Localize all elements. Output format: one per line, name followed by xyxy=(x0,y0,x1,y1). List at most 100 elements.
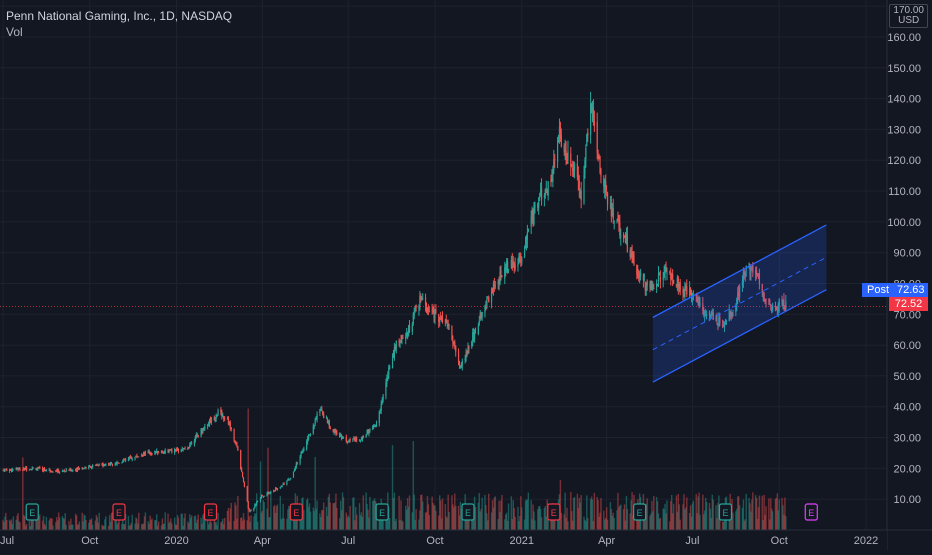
candle-body xyxy=(163,452,165,454)
candle-body xyxy=(777,304,779,312)
candle-body xyxy=(217,410,219,416)
candle-body xyxy=(255,504,257,506)
time-tick-label: Oct xyxy=(426,535,443,547)
candle-body xyxy=(208,419,211,425)
earnings-marker[interactable]: E xyxy=(289,503,303,521)
volume-bar xyxy=(202,514,204,530)
volume-bar xyxy=(676,511,679,530)
volume-bar xyxy=(38,516,40,530)
volume-bar xyxy=(347,515,349,530)
volume-bar xyxy=(286,518,288,530)
volume-bar xyxy=(335,493,337,530)
volume-bar xyxy=(316,500,318,530)
volume-bar xyxy=(293,520,296,530)
price-tick-label: 70.00 xyxy=(893,309,921,321)
volume-bar xyxy=(242,513,245,530)
volume-bar xyxy=(116,524,118,530)
candle-body xyxy=(684,286,686,297)
candle-body xyxy=(433,310,435,318)
volume-bar xyxy=(715,505,717,530)
volume-bar xyxy=(709,508,712,530)
volume-bar xyxy=(235,505,237,530)
earnings-marker-box xyxy=(547,503,561,521)
price-tick-label: 20.00 xyxy=(893,463,921,475)
volume-bar xyxy=(326,516,329,530)
candle-body xyxy=(292,471,295,478)
earnings-marker[interactable]: E xyxy=(633,503,647,521)
candle-body xyxy=(355,437,357,441)
candle-body xyxy=(519,255,521,258)
volume-bar xyxy=(6,520,8,530)
volume-bar xyxy=(540,517,543,530)
earnings-marker[interactable]: E xyxy=(112,503,126,521)
candle-body xyxy=(253,507,255,511)
volume-bar xyxy=(65,524,67,530)
candle-body xyxy=(775,307,777,310)
volume-bar xyxy=(236,518,238,530)
volume-bar xyxy=(288,505,290,530)
candle-body xyxy=(174,449,176,453)
volume-bar xyxy=(507,503,510,530)
candle-body xyxy=(260,495,263,499)
volume-bar xyxy=(572,497,575,530)
candle-body xyxy=(49,469,51,472)
volume-bar xyxy=(500,500,502,530)
candle-body xyxy=(175,449,178,451)
volume-bar xyxy=(510,496,513,530)
volume-bar xyxy=(359,515,362,530)
candle-body xyxy=(689,288,691,296)
earnings-marker[interactable]: E xyxy=(718,503,733,521)
volume-bar xyxy=(749,503,751,530)
candle-body xyxy=(280,486,282,488)
earnings-marker[interactable]: E xyxy=(547,503,561,521)
candle-body xyxy=(678,283,680,288)
volume-bar xyxy=(312,507,315,530)
volume-bar xyxy=(346,517,348,530)
volume-bar xyxy=(697,496,699,530)
volume-bar xyxy=(689,505,692,530)
earnings-marker[interactable]: E xyxy=(461,503,475,521)
earnings-marker[interactable]: E xyxy=(804,503,818,521)
volume-bar xyxy=(128,525,131,530)
volume-bar xyxy=(74,513,77,530)
earnings-marker[interactable]: E xyxy=(25,503,39,521)
candle-body xyxy=(584,160,586,175)
volume-bar xyxy=(129,525,132,530)
volume-bar xyxy=(91,524,94,530)
candle-body xyxy=(328,421,330,428)
candle-body xyxy=(182,449,184,450)
candle-body xyxy=(717,324,719,325)
candle-body xyxy=(428,311,430,313)
candle-body xyxy=(44,470,47,472)
earnings-marker[interactable]: E xyxy=(375,503,389,521)
candle-body xyxy=(587,132,589,136)
earnings-marker[interactable]: E xyxy=(203,503,218,521)
candle-body xyxy=(663,271,665,278)
volume-bar xyxy=(353,497,355,530)
volume-bar xyxy=(433,505,435,530)
candle-body xyxy=(517,263,519,268)
candle-body xyxy=(736,298,738,307)
volume-bar xyxy=(395,518,398,530)
candle-body xyxy=(440,315,443,320)
candle-body xyxy=(97,464,99,466)
candle-body xyxy=(405,336,407,340)
volume-bar xyxy=(71,524,73,530)
volume-bar xyxy=(184,513,186,530)
volume-bar xyxy=(498,500,500,530)
currency-badge[interactable]: 170.00 USD xyxy=(889,4,928,28)
volume-bar xyxy=(493,497,496,530)
price-tick-label: 150.00 xyxy=(887,63,921,75)
volume-bar xyxy=(589,499,592,530)
volume-bar xyxy=(64,513,66,530)
volume-bar xyxy=(17,513,19,530)
volume-bar xyxy=(754,495,757,530)
volume-bar xyxy=(631,492,633,530)
candle-body xyxy=(257,501,259,503)
candle-body xyxy=(448,324,450,326)
volume-bar xyxy=(609,502,612,530)
candle-body xyxy=(307,435,310,439)
candle-body xyxy=(563,145,565,153)
